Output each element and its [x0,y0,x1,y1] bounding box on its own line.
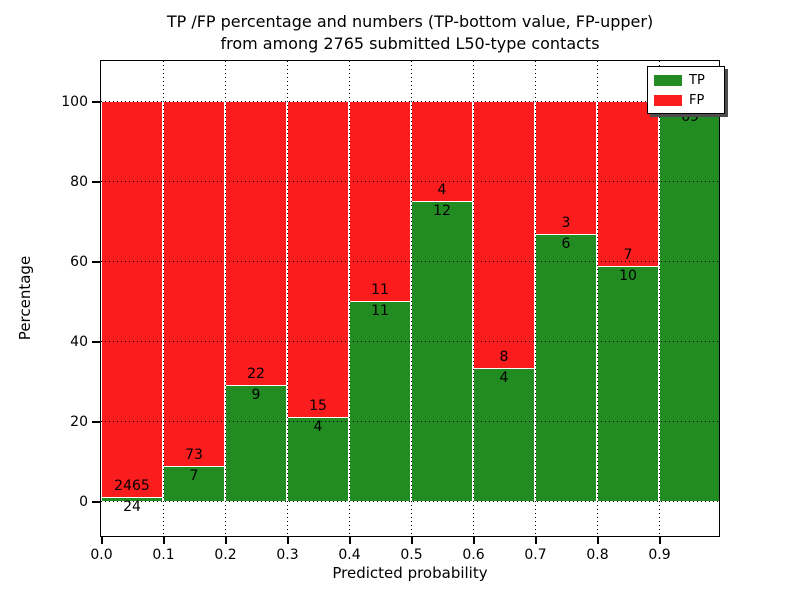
y-tick [92,340,100,343]
fp-count-label: 4 [437,182,447,198]
x-tick [596,537,599,544]
bar-segment-tp [349,301,411,501]
y-tick [92,260,100,263]
x-tick-label: 0.4 [338,547,361,563]
y-tick [92,180,100,183]
bar-segment-fp [597,101,659,266]
bar-segment-fp [163,101,225,466]
x-tick [534,537,537,544]
x-tick-label: 0.8 [586,547,609,563]
x-gridline [535,61,536,536]
fp-count-label: 7 [623,246,633,263]
y-gridline [101,261,719,262]
bar-segment-fp [535,101,597,235]
tp-count-label: 7 [189,468,199,484]
bar-segment-tp [287,416,349,501]
x-tick [224,537,227,544]
x-tick-label: 0.2 [214,547,237,563]
tp-count-label: 9 [251,386,261,403]
chart-title-line1: TP /FP percentage and numbers (TP-bottom… [166,12,654,31]
fp-count-label: 11 [371,282,389,298]
x-tick [658,537,661,544]
tp-count-label: 6 [561,236,571,253]
x-gridline [659,61,660,536]
fp-count-label: 15 [309,397,327,414]
y-gridline [101,341,719,342]
y-tick [92,500,100,503]
x-gridline [287,61,288,536]
tp-count-label: 10 [619,267,637,284]
fp-count-label: 3 [561,215,571,232]
bar-segment-tp [473,367,535,501]
bar-segment-fp [349,101,411,301]
bar-segment-tp [101,497,163,501]
y-tick-label: 60 [70,253,88,270]
x-gridline [411,61,412,536]
fp-count-label: 2465 [114,478,150,495]
bar-segment-fp [473,101,535,368]
x-tick [162,537,165,544]
x-tick [348,537,351,544]
x-gridline [225,61,226,536]
x-tick [472,537,475,544]
x-tick [286,537,289,544]
x-tick-label: 0.5 [400,547,423,563]
legend: TP FP [647,66,725,114]
tp-legend-label: TP [689,72,705,88]
y-tick-label: 80 [70,173,88,190]
tp-count-label: 4 [499,369,509,386]
fp-count-label: 22 [247,365,265,382]
y-tick [92,420,100,423]
bar-segment-tp [535,234,597,501]
x-gridline [349,61,350,536]
y-gridline [101,101,719,102]
x-tick [100,537,103,544]
tp-count-label: 4 [313,418,323,435]
bar-segment-tp [411,201,473,501]
tp-count-label: 12 [433,203,451,219]
y-gridline [101,421,719,422]
x-gridline [163,61,164,536]
y-tick-label: 20 [70,413,88,430]
fp-legend-label: FP [689,92,705,108]
fp-count-label: 8 [499,348,509,365]
bar-segment-tp [225,384,287,501]
y-axis-label: Percentage [16,255,34,341]
y-gridline [101,181,719,182]
bar-segment-fp [225,101,287,385]
bar-segment-fp [287,101,349,417]
bar-segment-fp [101,101,163,498]
tp-legend-swatch-icon [654,74,682,86]
x-gridline [473,61,474,536]
tp-count-label: 24 [123,499,141,516]
y-tick [92,100,100,103]
chart-title-line2: from among 2765 submitted L50-type conta… [220,34,600,53]
bar-segment-tp [597,265,659,501]
x-tick-label: 0.3 [276,547,299,563]
y-tick-label: 40 [70,333,88,350]
x-tick-label: 0.6 [462,547,485,563]
x-tick-label: 0.1 [152,547,175,563]
fp-legend-swatch-icon [654,94,682,106]
x-gridline [597,61,598,536]
legend-item-tp: TP [654,72,718,88]
x-tick-label: 0.7 [524,547,547,563]
fp-count-label: 73 [185,447,203,463]
legend-item-fp: FP [654,92,718,108]
y-tick-label: 0 [79,493,88,510]
x-tick [410,537,413,544]
y-gridline [101,501,719,502]
tp-count-label: 11 [371,303,389,319]
bar-segment-tp [659,106,719,501]
y-tick-label: 100 [61,93,88,110]
x-tick-label: 0.0 [90,547,113,563]
x-axis-label: Predicted probability [332,564,488,582]
plot-area: 24652473722915411114128436710169 [100,60,720,537]
x-tick-label: 0.9 [648,547,671,563]
